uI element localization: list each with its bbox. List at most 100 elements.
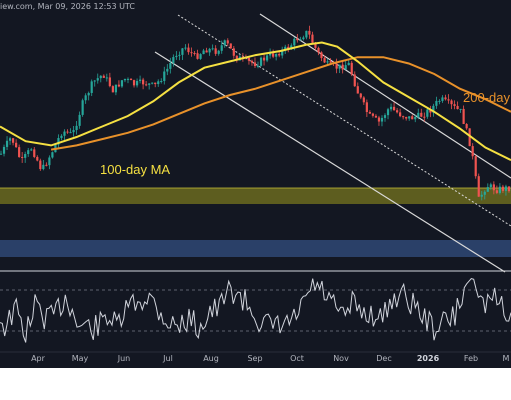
candle-body (299, 39, 302, 41)
x-tick-oct: Oct (290, 354, 304, 363)
candle-body (84, 95, 87, 101)
candle-body (477, 176, 480, 197)
candle-body (374, 115, 378, 118)
candle-body (335, 63, 338, 69)
candle-body (81, 100, 84, 115)
candle-body (235, 55, 238, 61)
candle-body (142, 79, 145, 85)
candle-body (111, 86, 114, 93)
candle-body (135, 80, 139, 86)
candle-body (353, 74, 356, 87)
candle-body (504, 186, 508, 191)
candle-body (302, 37, 305, 40)
candle-body (66, 131, 69, 133)
candle-body (314, 42, 317, 48)
candle-body (311, 34, 314, 43)
candle-body (42, 164, 45, 170)
page-bottom-margin (0, 368, 511, 400)
candle-body (362, 97, 365, 103)
candle-body (15, 142, 18, 148)
candle-body (2, 146, 6, 154)
candle-body (193, 52, 196, 54)
ma-200-line (50, 56, 511, 151)
candle-body (402, 116, 405, 118)
x-tick-jun: Jun (117, 354, 131, 363)
candle-body (399, 112, 402, 117)
x-tick-may: May (71, 354, 89, 363)
candle-body (96, 78, 99, 81)
candle-body (148, 83, 151, 85)
candle-body (507, 186, 511, 192)
candle-body (60, 135, 63, 139)
candle-body (93, 80, 96, 82)
candle-body (163, 71, 166, 82)
candle-body (392, 106, 396, 111)
candle-body (420, 112, 423, 117)
candle-body (45, 164, 48, 166)
candle-body (202, 50, 205, 55)
candle-body (27, 150, 30, 155)
resistance-zone (0, 188, 511, 204)
candle-body (151, 82, 154, 84)
candle-body (36, 156, 39, 161)
candle-body (217, 50, 220, 54)
candle-body (169, 62, 172, 69)
candle-body (105, 77, 108, 79)
chart-source-header: iew.com, Mar 09, 2026 12:53 UTC (0, 2, 135, 11)
candle-body (11, 138, 15, 143)
candle-body (329, 61, 332, 63)
candle-body (450, 100, 453, 105)
candle-body (417, 112, 420, 117)
candle-body (208, 48, 211, 53)
x-tick-sep: Sep (247, 354, 263, 363)
candle-body (24, 154, 27, 158)
candle-body (48, 157, 51, 166)
support-zone (0, 240, 511, 257)
candle-body (114, 84, 117, 93)
x-tick-apr: Apr (31, 354, 45, 363)
candle-body (293, 38, 296, 46)
x-tick-nov: Nov (333, 354, 349, 363)
candle-body (157, 81, 160, 85)
candle-body (196, 53, 199, 59)
x-tick-feb: Feb (463, 354, 479, 363)
candle-body (181, 48, 184, 55)
candle-body (190, 52, 193, 54)
candle-body (498, 186, 502, 193)
candle-body (0, 153, 3, 155)
candle-body (483, 191, 486, 195)
channel-upper-line (259, 13, 511, 179)
candle-body (495, 190, 498, 193)
candle-body (87, 92, 90, 96)
candle-body (262, 57, 266, 61)
candle-body (411, 116, 414, 120)
candle-body (99, 75, 102, 79)
candle-body (90, 81, 93, 93)
channel-lower-line (154, 51, 506, 273)
candle-body (465, 124, 468, 129)
candle-body (223, 40, 226, 46)
x-tick-2026: 2026 (416, 354, 440, 363)
candle-body (423, 116, 426, 118)
candle-body (371, 113, 375, 116)
ma-100-label: 100-day MA (100, 162, 171, 177)
candle-body (123, 78, 127, 81)
candle-body (281, 49, 284, 56)
candle-body (269, 53, 272, 56)
candle-body (323, 58, 326, 63)
candle-body (284, 46, 287, 50)
candle-body (305, 30, 308, 38)
candle-body (344, 65, 347, 70)
candle-body (317, 47, 320, 53)
candle-body (69, 132, 72, 134)
candle-body (33, 149, 36, 157)
candle-body (320, 52, 323, 59)
candle-body (296, 38, 299, 41)
candle-body (356, 86, 359, 94)
candle-body (214, 48, 217, 54)
candle-body (75, 125, 78, 131)
candle-body (117, 84, 121, 87)
candle-body (386, 109, 390, 116)
candle-body (265, 55, 269, 61)
